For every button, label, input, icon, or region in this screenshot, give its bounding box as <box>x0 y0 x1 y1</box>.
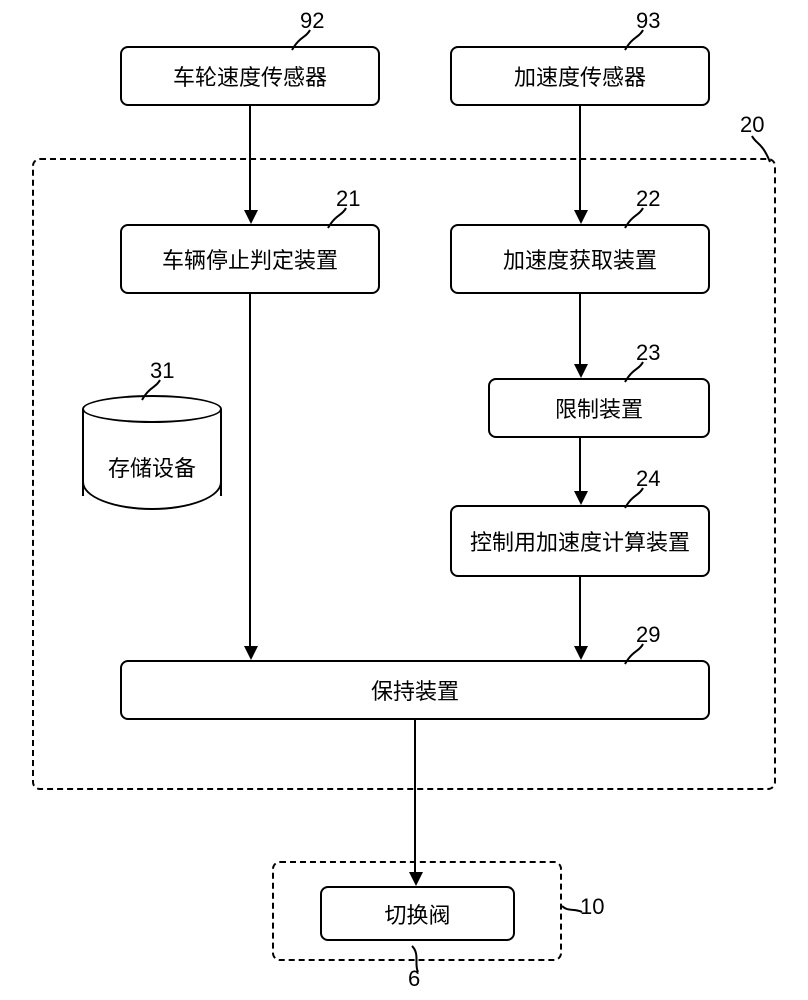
switch-valve-box: 切换阀 <box>320 886 515 941</box>
leader-92 <box>290 26 318 62</box>
arrow-head <box>574 646 588 660</box>
arrow-line <box>414 720 416 872</box>
arrow-line <box>249 294 251 646</box>
leader-22 <box>623 204 651 240</box>
arrow-head <box>409 872 423 886</box>
leader-10 <box>560 900 588 936</box>
accel-acquire-box: 加速度获取装置 <box>450 224 710 294</box>
arrow-head <box>244 646 258 660</box>
arrow-line <box>579 577 581 646</box>
accel-sensor-box: 加速度传感器 <box>450 46 710 106</box>
arrow-line <box>579 106 581 210</box>
leader-21 <box>326 204 354 240</box>
arrow-head <box>574 491 588 505</box>
vehicle-stop-judge-label: 车辆停止判定装置 <box>162 243 338 275</box>
leader-23 <box>623 358 651 394</box>
storage-label: 存储设备 <box>82 451 222 483</box>
control-accel-calc-box: 控制用加速度计算装置 <box>450 505 710 577</box>
arrow-head <box>574 364 588 378</box>
limit-label: 限制装置 <box>555 392 643 424</box>
hold-label: 保持装置 <box>371 674 459 706</box>
arrow-head <box>244 210 258 224</box>
leader-29 <box>623 640 651 676</box>
control-accel-calc-label: 控制用加速度计算装置 <box>470 525 690 557</box>
leader-20 <box>746 132 774 168</box>
storage-cylinder: 存储设备 <box>82 395 222 510</box>
wheel-speed-sensor-label: 车轮速度传感器 <box>173 60 327 92</box>
accel-acquire-label: 加速度获取装置 <box>503 243 657 275</box>
arrow-line <box>579 294 581 364</box>
leader-93 <box>623 26 651 62</box>
arrow-line <box>579 438 581 491</box>
leader-24 <box>623 484 651 520</box>
switch-valve-label: 切换阀 <box>384 898 450 930</box>
diagram-canvas: 车轮速度传感器 加速度传感器 车辆停止判定装置 加速度获取装置 限制装置 控制用… <box>0 0 808 1000</box>
hold-box: 保持装置 <box>120 660 710 720</box>
wheel-speed-sensor-box: 车轮速度传感器 <box>120 46 380 106</box>
arrow-line <box>249 106 251 210</box>
leader-31 <box>140 376 168 412</box>
arrow-head <box>574 210 588 224</box>
accel-sensor-label: 加速度传感器 <box>514 60 646 92</box>
leader-6 <box>402 940 430 976</box>
limit-box: 限制装置 <box>488 378 710 438</box>
